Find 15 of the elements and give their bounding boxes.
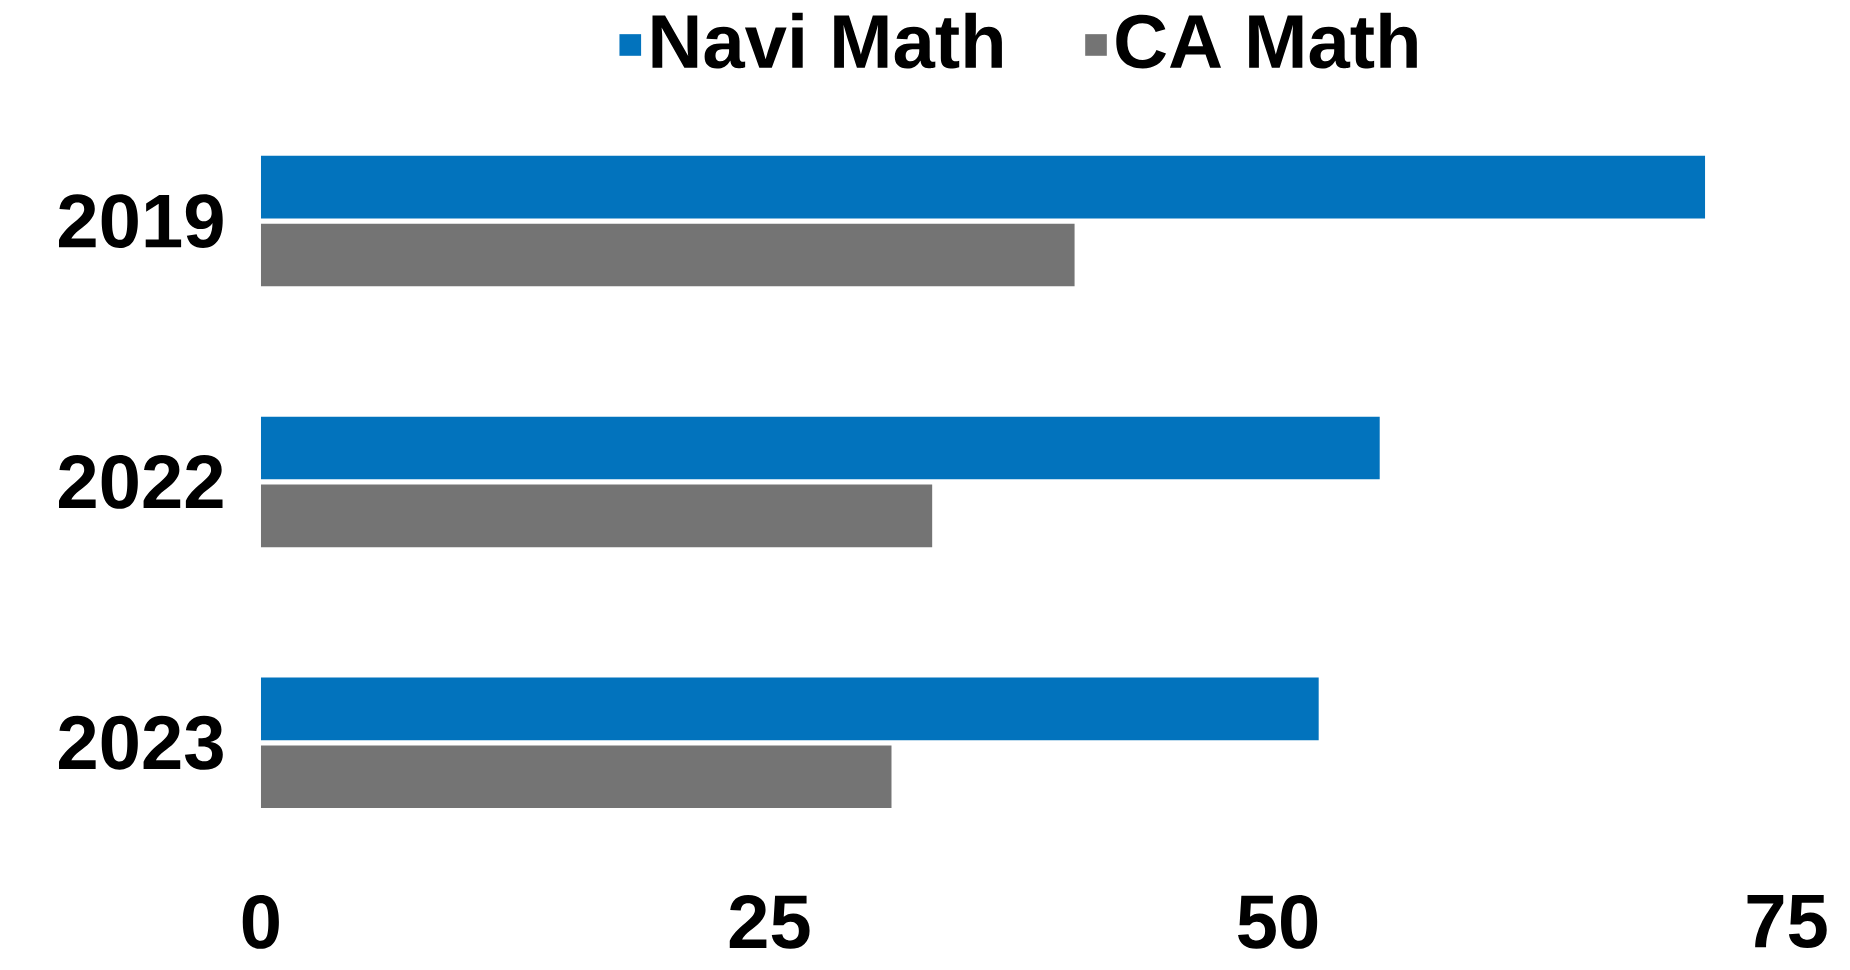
- x-tick-label: 75: [1747, 894, 1827, 949]
- bar: [260, 677, 1319, 741]
- y-tick-label: 2022: [59, 455, 223, 509]
- bar: [260, 416, 1380, 480]
- y-tick-label: 2019: [59, 194, 223, 248]
- bar: [260, 484, 933, 548]
- x-tick-label: 50: [1238, 895, 1318, 949]
- y-tick-label: 2023: [59, 715, 223, 770]
- bar: [260, 745, 892, 809]
- x-tick-label: 0: [242, 895, 279, 949]
- legend-label: Navi Math: [652, 12, 1002, 69]
- x-tick-label: 25: [729, 895, 810, 949]
- legend-label: CA Math: [1116, 12, 1417, 69]
- bar: [260, 223, 1075, 287]
- bar: [260, 155, 1706, 219]
